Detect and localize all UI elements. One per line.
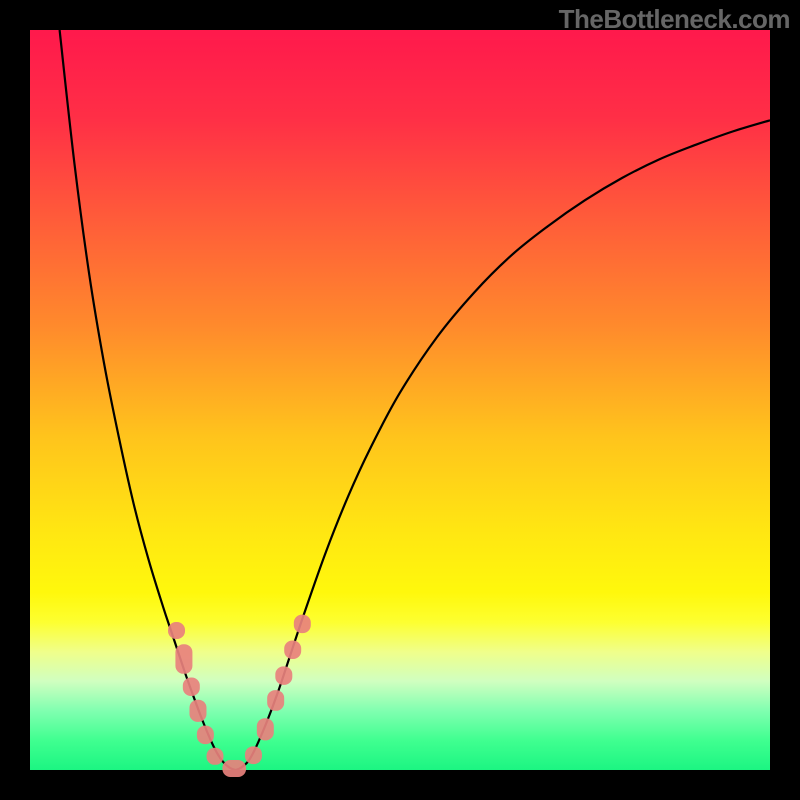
- marker-pill: [257, 718, 274, 740]
- markers-bottom: [222, 760, 246, 777]
- marker-pill: [183, 678, 200, 697]
- marker-pill: [175, 644, 192, 674]
- marker-pill: [294, 615, 311, 634]
- chart-svg: [0, 0, 800, 800]
- watermark-text: TheBottleneck.com: [559, 4, 790, 35]
- marker-pill: [168, 622, 185, 639]
- plot-background: [30, 30, 770, 770]
- marker-pill: [222, 760, 246, 777]
- marker-pill: [207, 748, 224, 765]
- marker-pill: [284, 641, 301, 660]
- marker-pill: [245, 746, 262, 764]
- marker-pill: [275, 666, 292, 685]
- bottleneck-chart: TheBottleneck.com: [0, 0, 800, 800]
- marker-pill: [197, 726, 214, 745]
- marker-pill: [189, 700, 206, 722]
- marker-pill: [267, 690, 284, 711]
